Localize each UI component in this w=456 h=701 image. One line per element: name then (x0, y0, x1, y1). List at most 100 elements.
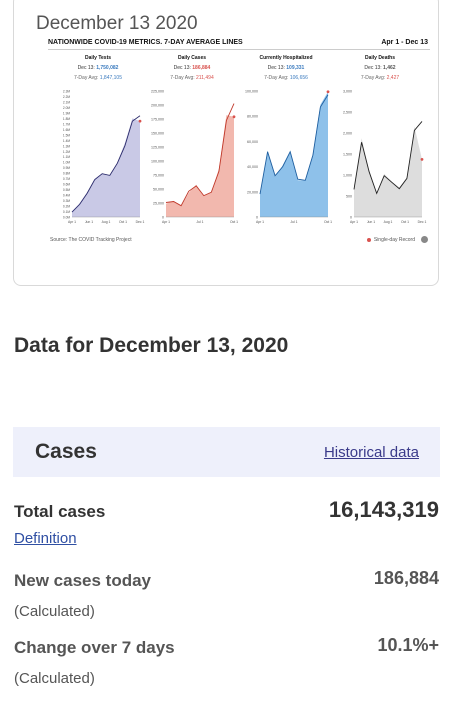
definition-link[interactable]: Definition (14, 530, 77, 547)
panel-header-cases: Daily Cases Dec 13: 186,884 7-Day Avg: 2… (148, 53, 236, 83)
y-tick-label: 175,000 (151, 118, 164, 122)
avg-line (71, 115, 141, 213)
panel-avg-label: 7-Day Avg: (264, 75, 289, 81)
x-tick-label: Oct 1 (401, 220, 409, 224)
y-tick-label: 0.4M (63, 194, 70, 198)
y-tick-label: 125,000 (151, 146, 164, 150)
chart-card: December 13 2020 NATIONWIDE COVID-19 MET… (13, 0, 439, 286)
y-tick-label: 0.9M (63, 166, 70, 170)
x-tick-label: Jun 1 (367, 220, 375, 224)
cases-title: Cases (35, 440, 97, 463)
panel-today-value: 109,331 (286, 65, 305, 71)
panel-date-label: Dec 13: (173, 65, 191, 71)
panel-avg: 7-Day Avg: 106,656 (242, 73, 330, 83)
y-tick-label: 0.0M (63, 216, 70, 220)
y-tick-label: 1.5M (63, 133, 70, 137)
change-7-days-label: Change over 7 days (14, 638, 175, 657)
metrics-figure: NATIONWIDE COVID-19 METRICS. 7-DAY AVERA… (44, 33, 434, 253)
y-tick-label: 0.2M (63, 205, 70, 209)
y-tick-label: 0.8M (63, 172, 70, 176)
y-tick-label: 3,000 (343, 90, 352, 94)
avg-line (259, 94, 329, 195)
panel-avg-label: 7-Day Avg: (73, 75, 99, 81)
y-tick-label: 0.6M (63, 183, 70, 187)
panel-today-value: 1,462 (383, 65, 396, 71)
y-tick-label: 0 (162, 216, 164, 220)
x-tick-label: Dec 1 (418, 220, 427, 224)
y-tick-label: 1.0M (63, 161, 70, 165)
y-tick-label: 1.9M (63, 111, 70, 115)
avg-line (353, 121, 423, 195)
page-title: Data for December 13, 2020 (14, 334, 289, 357)
panel-avg-label: 7-Day Avg: (360, 75, 386, 81)
y-tick-label: 1.6M (63, 128, 70, 132)
series-area (354, 126, 422, 217)
y-tick-label: 0.1M (63, 210, 70, 214)
panel-avg: 7-Day Avg: 211,494 (148, 73, 236, 83)
figure-source: Source: The COVID Tracking Project (50, 237, 132, 243)
legend-label: Single-day Record (373, 236, 415, 243)
panel-title: Daily Deaths (364, 55, 395, 61)
y-tick-label: 1.2M (63, 150, 70, 154)
panel-today: Dec 13: 1,462 (336, 63, 424, 73)
card-date-label: December 13 2020 (36, 13, 198, 34)
y-tick-label: 2,000 (343, 132, 352, 136)
record-dot-icon (366, 237, 371, 242)
y-tick-label: 80,000 (247, 115, 258, 119)
cases-header: Cases Historical data (13, 427, 440, 477)
y-tick-label: 0 (350, 216, 352, 220)
series-area (260, 91, 328, 217)
panel-avg-value: 1,847,105 (99, 75, 122, 81)
change-7-days-value: 10.1%+ (377, 635, 439, 655)
total-cases-value: 16,143,319 (328, 497, 439, 522)
panel-date-label: Dec 13: (364, 65, 382, 71)
y-tick-label: 2.1M (63, 100, 70, 104)
panel-header-deaths: Daily Deaths Dec 13: 1,462 7-Day Avg: 2,… (336, 53, 424, 83)
panel-avg: 7-Day Avg: 2,427 (336, 73, 424, 83)
x-tick-label: Apr 1 (350, 220, 358, 224)
y-tick-label: 1,500 (343, 153, 352, 157)
y-tick-label: 1,000 (343, 174, 352, 178)
figure-title: NATIONWIDE COVID-19 METRICS. 7-DAY AVERA… (48, 39, 243, 46)
y-tick-label: 0.5M (63, 188, 70, 192)
panel-title: Daily Tests (84, 55, 112, 61)
x-tick-label: Apr 1 (68, 220, 76, 224)
panel-avg: 7-Day Avg: 1,847,105 (54, 73, 142, 83)
y-tick-label: 1.1M (63, 155, 70, 159)
y-tick-label: 1.8M (63, 117, 70, 121)
panel-today: Dec 13: 186,884 (148, 63, 236, 73)
panel-today-value: 186,884 (192, 65, 211, 71)
info-icon[interactable] (421, 236, 428, 243)
record-dot (138, 119, 142, 123)
x-tick-label: Jun 1 (85, 220, 93, 224)
y-tick-label: 225,000 (151, 90, 164, 94)
new-cases-value: 186,884 (373, 568, 439, 588)
total-cases-label: Total cases (14, 502, 106, 521)
x-tick-label: Aug 1 (102, 220, 111, 224)
x-tick-label: Jul 1 (290, 220, 297, 224)
y-tick-label: 25,000 (153, 202, 164, 206)
y-tick-label: 0.7M (63, 177, 70, 181)
historical-data-link[interactable]: Historical data (323, 444, 419, 461)
y-tick-label: 60,000 (247, 140, 258, 144)
x-tick-label: Jul 1 (196, 220, 203, 224)
y-tick-label: 2,500 (343, 111, 352, 115)
y-tick-label: 50,000 (153, 188, 164, 192)
x-tick-label: Oct 1 (119, 220, 127, 224)
record-dot (420, 158, 424, 161)
panel-header-tests: Daily Tests Dec 13: 1,750,082 7-Day Avg:… (54, 53, 142, 83)
panel-title: Daily Cases (177, 55, 207, 61)
series-area (166, 115, 234, 217)
y-tick-label: 1.3M (63, 144, 70, 148)
y-tick-label: 0 (256, 216, 258, 220)
metrics-charts: 2.3M2.2M2.1M 2.0M1.9M 1.8M1.7M 1.6M1.5M 1.4M… (63, 90, 427, 225)
y-tick-label: 100,000 (245, 90, 258, 94)
panel-today: Dec 13: 1,750,082 (54, 63, 142, 73)
y-tick-label: 500 (346, 195, 352, 199)
panel-date-label: Dec 13: (77, 65, 95, 71)
x-tick-label: Oct 1 (324, 220, 332, 224)
panel-title: Currently Hospitalized (259, 55, 313, 61)
new-cases-label: New cases today (14, 571, 152, 590)
panel-avg-value: 211,494 (196, 75, 214, 81)
record-dot (232, 115, 236, 119)
